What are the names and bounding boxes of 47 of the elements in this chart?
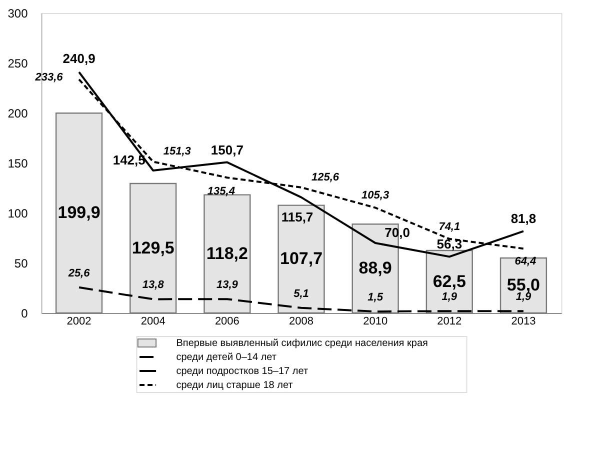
x-tick-label: 2008 (289, 316, 314, 328)
data-label: 64,4 (514, 256, 536, 268)
data-label: 129,5 (132, 238, 174, 258)
data-label: 56,3 (436, 236, 462, 252)
data-label: 1,9 (442, 291, 458, 304)
data-label: 142,5 (112, 152, 146, 168)
data-label: 1,5 (368, 292, 384, 304)
bar (278, 204, 325, 314)
legend-label: среди подростков 15–17 лет (176, 366, 308, 377)
x-tick-label: 2006 (214, 316, 240, 328)
bar (55, 112, 103, 314)
data-label: 240,9 (62, 51, 96, 66)
legend-label: Впервые выявленный сифилис среди населения края (176, 338, 428, 349)
data-label: 135,4 (207, 186, 235, 198)
data-label: 70,0 (384, 225, 410, 240)
y-tick-label: 200 (8, 106, 28, 120)
x-tick-label: 2010 (363, 316, 388, 328)
x-tick-label: 2004 (140, 316, 166, 328)
data-label: 62,5 (432, 272, 466, 291)
legend-label: среди детей 0–14 лет (176, 352, 277, 363)
data-label: 233,6 (34, 71, 64, 84)
data-label: 5,1 (294, 288, 309, 300)
x-tick-label: 2012 (437, 316, 462, 328)
data-label: 25,6 (67, 267, 91, 280)
x-tick-label: 2002 (66, 316, 92, 328)
data-label: 107,7 (280, 249, 323, 268)
data-label: 199,9 (58, 203, 100, 222)
data-label: 118,2 (206, 244, 248, 263)
data-label: 125,6 (311, 171, 340, 184)
y-tick-label: 150 (8, 156, 28, 170)
data-label: 105,3 (362, 190, 390, 202)
data-label: 13,9 (216, 279, 239, 292)
y-tick-label: 50 (14, 256, 28, 270)
data-label: 115,7 (281, 209, 314, 224)
data-label: 74,1 (438, 220, 460, 233)
data-label: 13,8 (142, 279, 165, 292)
x-tick-label: 2013 (511, 316, 536, 328)
data-label: 81,8 (510, 211, 536, 226)
data-label: 88,9 (358, 258, 392, 278)
y-tick-label: 300 (8, 6, 28, 20)
y-tick-label: 100 (8, 206, 28, 220)
y-tick-label: 250 (8, 56, 28, 70)
legend-label: среди лиц старше 18 лет (176, 380, 294, 391)
data-label: 150,7 (210, 142, 244, 158)
data-label: 151,3 (163, 146, 191, 158)
bar (130, 182, 177, 314)
y-tick-label: 0 (21, 306, 28, 320)
